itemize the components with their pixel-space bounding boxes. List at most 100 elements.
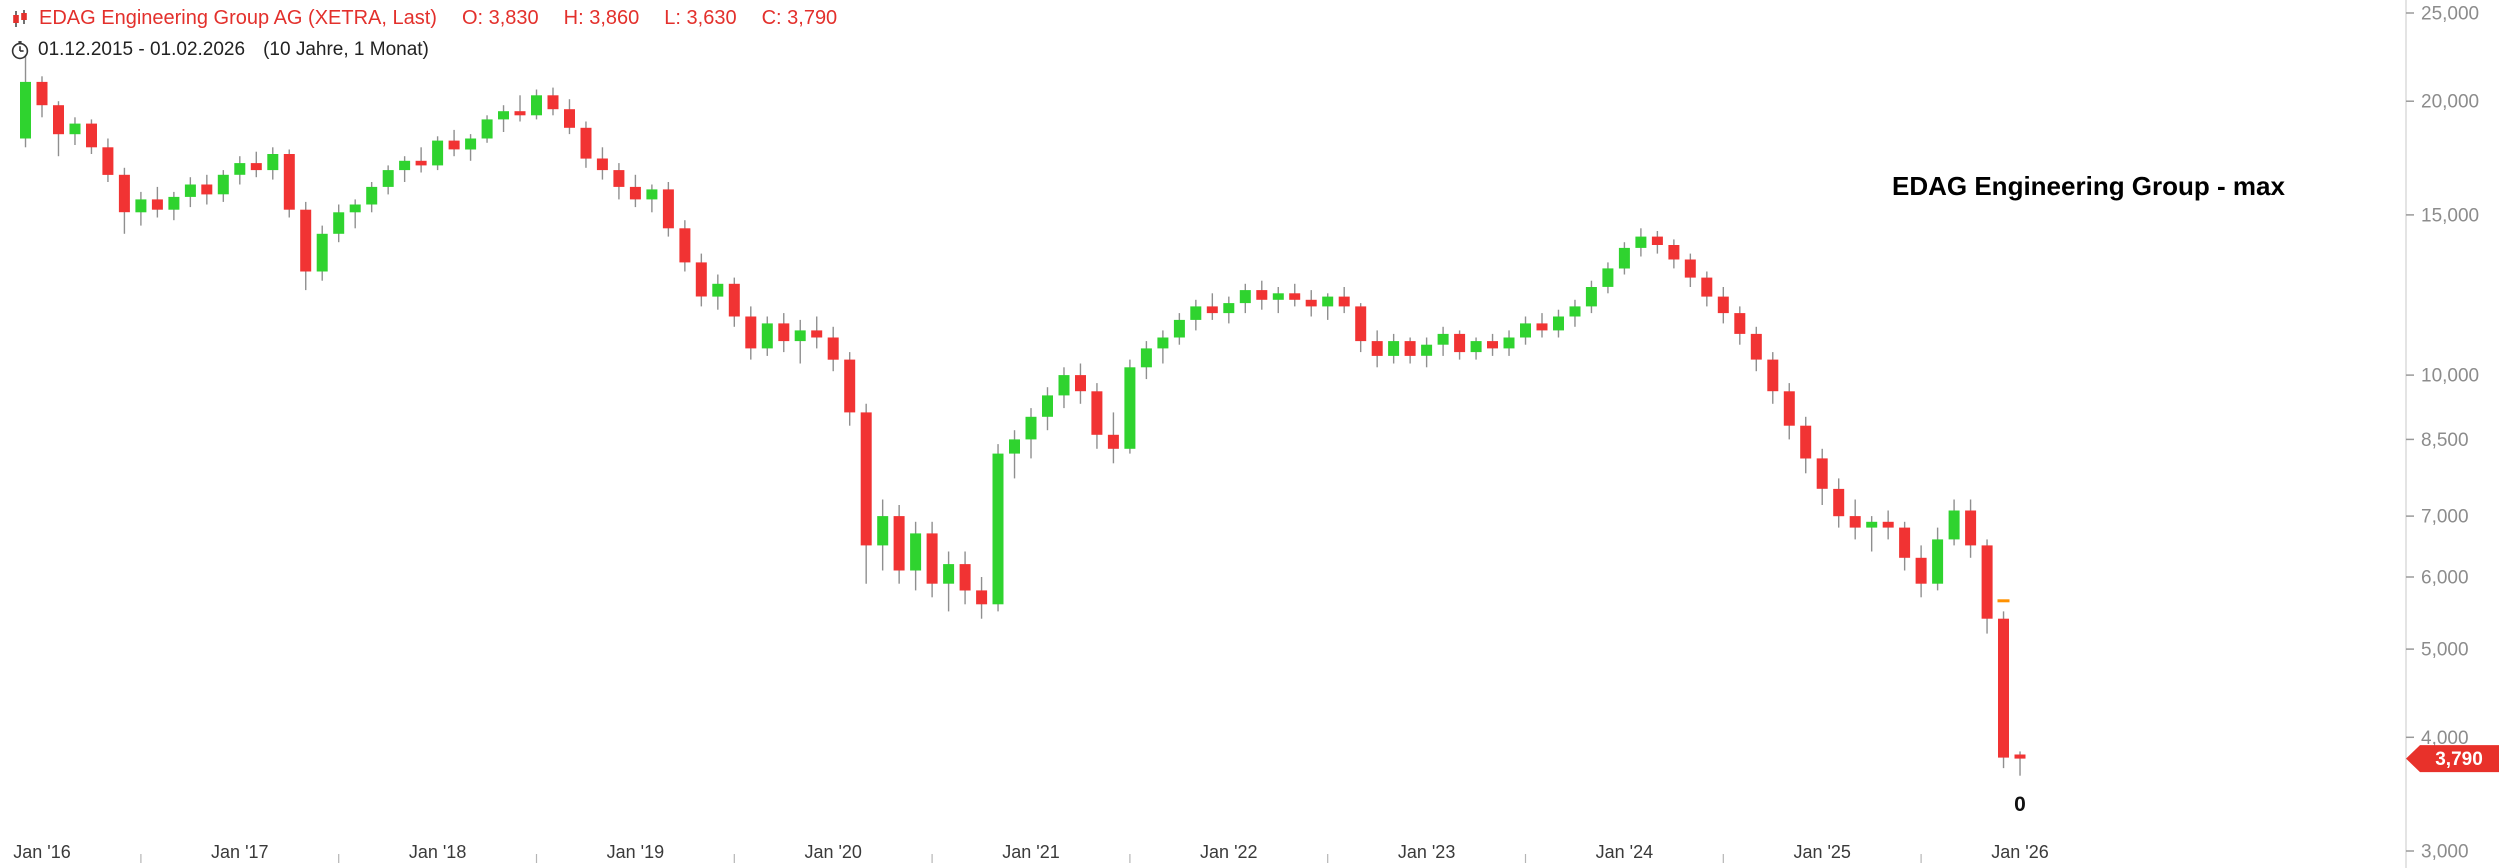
candle-body xyxy=(1783,391,1795,426)
candle-body xyxy=(1767,359,1779,392)
candle-body xyxy=(432,140,444,166)
x-axis-label: Jan '20 xyxy=(804,842,861,862)
candle-body xyxy=(1618,247,1630,269)
candle-body xyxy=(118,174,130,213)
candle-body xyxy=(1421,344,1433,356)
price-tag-value: 3,790 xyxy=(2435,749,2483,770)
candle-body xyxy=(1388,341,1400,356)
y-axis[interactable]: 25,000 20,000 15,000 10,000 8,500 7,000 6,000 5… xyxy=(2406,4,2479,863)
candle-body xyxy=(1866,521,1878,528)
candle-body xyxy=(844,359,856,413)
candle-body xyxy=(184,184,196,197)
candle-body xyxy=(1157,337,1169,349)
candle-body xyxy=(1536,323,1548,331)
candle-body xyxy=(1107,434,1119,449)
candle-body xyxy=(1998,618,2009,758)
instrument-name: EDAG Engineering Group AG (XETRA, Last) xyxy=(39,7,437,29)
candle-body xyxy=(1058,375,1070,396)
candle-body xyxy=(1717,296,1729,314)
candle-body xyxy=(959,564,971,591)
candle-body xyxy=(943,564,955,584)
candle-body xyxy=(596,158,608,171)
candle-body xyxy=(910,533,922,571)
date-range: 01.12.2015 - 01.02.2026 xyxy=(38,39,246,60)
candle-body xyxy=(1140,348,1152,368)
candle-body xyxy=(1899,527,1911,558)
candle-body xyxy=(992,453,1004,605)
candle-body xyxy=(69,123,81,135)
candle-body xyxy=(1289,293,1301,300)
candle-body xyxy=(1223,303,1235,314)
candle-body xyxy=(1091,391,1103,435)
x-axis-label: Jan '25 xyxy=(1793,842,1850,862)
candle-body xyxy=(745,316,757,349)
candle-body xyxy=(629,186,641,200)
candle-body xyxy=(1404,341,1416,356)
candle-body xyxy=(1882,521,1894,528)
candle-body xyxy=(662,189,674,229)
candle-body xyxy=(1734,313,1746,334)
candlestick-icon xyxy=(13,9,27,27)
x-axis-label: Jan '19 xyxy=(607,842,664,862)
candle-body xyxy=(349,204,361,213)
y-axis-label: 5,000 xyxy=(2421,640,2469,661)
last-price-tag[interactable]: 3,790 xyxy=(2406,745,2499,773)
candle-body xyxy=(448,140,460,150)
candle-body xyxy=(201,184,213,195)
candle-body xyxy=(217,174,229,195)
candle-body xyxy=(1206,306,1218,314)
candle-body xyxy=(1651,236,1663,245)
candle-body xyxy=(926,533,938,584)
zero-annotation: 0 xyxy=(2014,793,2026,816)
candle-body xyxy=(53,105,64,135)
y-axis-label: 3,000 xyxy=(2421,842,2469,863)
candle-body xyxy=(283,154,295,210)
candle-body xyxy=(1553,316,1564,331)
candle-body xyxy=(1190,306,1202,320)
candle-body xyxy=(234,163,246,175)
candle-body xyxy=(1750,333,1762,360)
candle-body xyxy=(728,283,740,317)
candle-body xyxy=(1239,290,1251,304)
candle-body xyxy=(1009,439,1020,454)
period-header: 01.12.2015 - 01.02.2026 (10 Jahre, 1 Mon… xyxy=(10,39,429,61)
candle-body xyxy=(679,228,691,263)
candle-body xyxy=(250,163,262,171)
candle-body xyxy=(316,233,328,272)
candle-body xyxy=(300,209,312,272)
x-axis-label: Jan '16 xyxy=(13,842,70,862)
candle-body xyxy=(1569,306,1581,317)
candle-body xyxy=(498,111,509,120)
candle-body xyxy=(1800,425,1812,459)
candle-body xyxy=(1585,287,1597,307)
candle-body xyxy=(1272,293,1284,300)
candle-body xyxy=(778,323,790,342)
candle-body xyxy=(1454,333,1466,353)
candle-body xyxy=(1338,296,1350,307)
price-tag-shape xyxy=(2406,745,2499,773)
event-marker xyxy=(1997,599,2010,603)
y-axis-label: 20,000 xyxy=(2421,92,2479,113)
candle-body xyxy=(1355,306,1367,342)
candle-body xyxy=(1668,245,1680,260)
candle-body xyxy=(366,186,378,205)
candle-body xyxy=(613,170,625,187)
candle-body xyxy=(1075,375,1086,392)
candle-body xyxy=(382,170,394,187)
x-axis-label: Jan '18 xyxy=(409,842,466,862)
x-axis-label: Jan '17 xyxy=(211,842,268,862)
candle-body xyxy=(333,212,345,234)
y-axis-label: 7,000 xyxy=(2421,507,2469,528)
candle-body xyxy=(1322,296,1334,307)
candle-body xyxy=(1684,259,1696,278)
candle-body xyxy=(1124,367,1136,449)
candles-layer xyxy=(20,54,2026,776)
candle-body xyxy=(1503,337,1515,349)
instrument-header: EDAG Engineering Group AG (XETRA, Last) … xyxy=(10,7,837,30)
x-axis[interactable]: Jan '16 Jan '17 Jan '18 Jan '19 Jan '20 Jan '… xyxy=(13,842,2049,863)
candle-body xyxy=(1042,395,1053,417)
candle-body xyxy=(695,262,707,297)
candle-body xyxy=(102,147,114,175)
